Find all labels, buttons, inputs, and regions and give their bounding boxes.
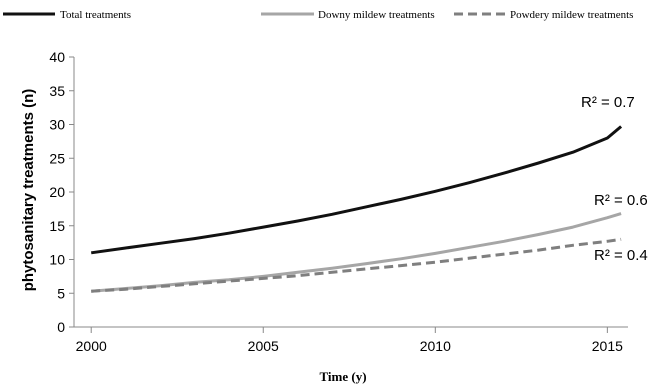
series-line-2 (91, 212, 622, 293)
r2-label-2: R² = 0.6 (594, 192, 648, 209)
x-tick-label: 2010 (420, 338, 451, 354)
r2-label-1: R² = 0.7 (581, 94, 635, 111)
legend: Total treatments Downy mildew treatments P… (3, 9, 633, 21)
y-tick-label: 40 (49, 49, 65, 65)
x-axis-label: Time (y) (319, 369, 366, 384)
x-tick-label: 2000 (76, 338, 107, 354)
legend-label-2: Downy mildew treatments (318, 9, 435, 21)
annotation-group: R² = 0.7 R² = 0.6 R² = 0.4 (581, 94, 648, 264)
y-tick-label: 35 (49, 83, 65, 99)
legend-label-3: Powdery mildew treatments (510, 9, 633, 21)
y-tick-label: 5 (57, 285, 65, 301)
x-tick-label: 2015 (592, 338, 623, 354)
y-tick-label: 10 (49, 252, 65, 268)
axes: 0 5 10 15 20 25 30 35 40 2000 2005 2010 2015 (49, 49, 628, 354)
y-tick-label: 20 (49, 184, 65, 200)
legend-label-1: Total treatments (60, 9, 131, 21)
series-line-1 (90, 125, 623, 255)
series-line-3 (91, 237, 622, 293)
y-tick-label: 0 (57, 319, 65, 335)
x-tick-label: 2005 (248, 338, 279, 354)
y-tick-label: 15 (49, 218, 65, 234)
series-group (90, 125, 623, 293)
r2-label-3: R² = 0.4 (594, 247, 648, 264)
y-axis-label: phytosanitary treatments (n) (20, 89, 37, 292)
y-tick-label: 30 (49, 117, 65, 133)
y-tick-label: 25 (49, 150, 65, 166)
